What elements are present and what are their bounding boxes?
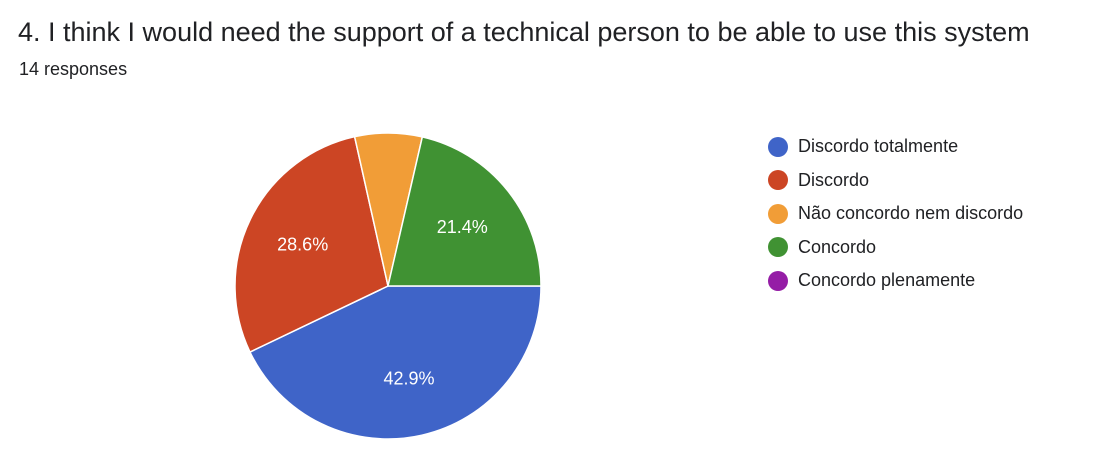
legend-item-discordo: Discordo bbox=[768, 164, 1023, 198]
legend-swatch bbox=[768, 203, 788, 224]
legend-label: Não concordo nem discordo bbox=[798, 203, 1024, 224]
legend-label: Concordo plenamente bbox=[798, 270, 976, 291]
question-title: 4. I think I would need the support of a… bbox=[18, 17, 1030, 47]
pie-label-discordo: 28.6% bbox=[277, 235, 328, 255]
pie-label-discordo-totalmente: 42.9% bbox=[383, 369, 434, 389]
legend-item-concordo-plenamente: Concordo plenamente bbox=[768, 264, 1023, 298]
legend-swatch bbox=[768, 170, 788, 191]
response-count: 14 responses bbox=[19, 59, 128, 79]
legend-item-discordo-totalmente: Discordo totalmente bbox=[768, 130, 1023, 164]
legend-swatch bbox=[768, 237, 788, 258]
pie-slice-discordo-totalmente bbox=[248, 285, 542, 440]
legend-item-concordo: Concordo bbox=[768, 231, 1023, 265]
legend-label: Discordo totalmente bbox=[798, 136, 959, 157]
legend-swatch bbox=[768, 136, 788, 157]
pie-label-concordo: 21.4% bbox=[437, 217, 488, 237]
legend-label: Concordo bbox=[798, 236, 877, 257]
legend-label: Discordo bbox=[798, 169, 870, 190]
pie-slice-concordo bbox=[387, 135, 542, 287]
legend-swatch bbox=[768, 270, 788, 291]
legend-item-nao-concordo-nem-discordo: Não concordo nem discordo bbox=[768, 197, 1023, 231]
chart-legend: Discordo totalmente Discordo Não concordo … bbox=[768, 130, 1023, 298]
pie-slice-discordo bbox=[234, 135, 389, 354]
